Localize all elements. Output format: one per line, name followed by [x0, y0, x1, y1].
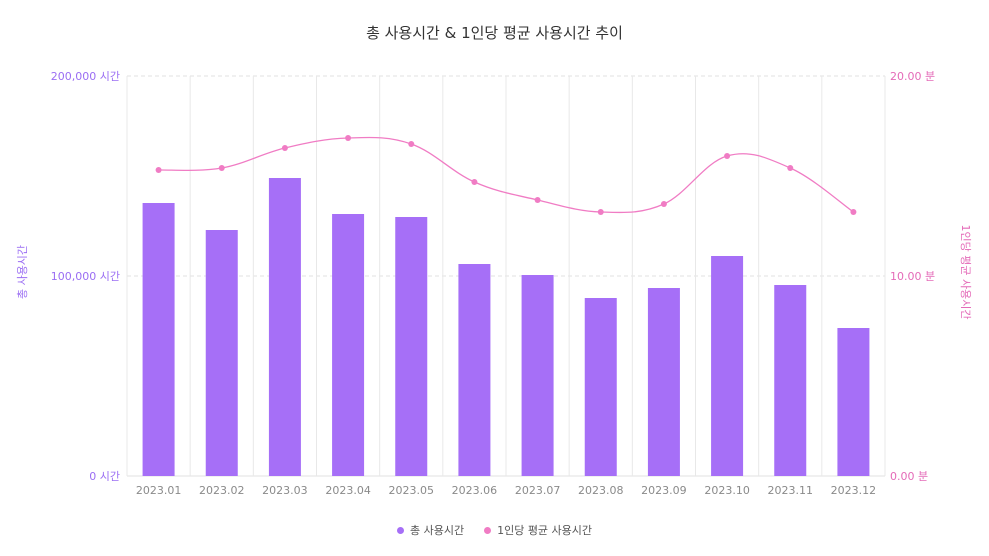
legend-item-average[interactable]: 1인당 평균 사용시간	[484, 522, 592, 538]
right-tick-label: 0.00 분	[890, 470, 928, 483]
right-axis-title: 1인당 평균 사용시간	[959, 225, 972, 320]
bar	[711, 256, 744, 476]
line-series	[155, 135, 857, 215]
x-tick-label: 2023.10	[704, 484, 750, 497]
bar	[395, 217, 428, 476]
grid-lines	[126, 75, 886, 477]
bar	[774, 285, 807, 476]
legend-dot-icon	[484, 526, 492, 534]
bar	[647, 288, 680, 476]
legend-label: 총 사용시간	[409, 524, 465, 537]
bar	[837, 328, 870, 476]
x-tick-label: 2023.01	[136, 484, 182, 497]
bar	[521, 275, 554, 476]
bar	[205, 230, 238, 476]
bar	[332, 214, 365, 476]
bar	[458, 264, 491, 476]
line-point	[471, 179, 478, 185]
line-point	[597, 209, 604, 215]
line-point	[345, 135, 352, 141]
bar	[584, 298, 617, 476]
legend-label: 1인당 평균 사용시간	[497, 524, 593, 537]
line-point	[850, 209, 857, 215]
legend: 총 사용시간 1인당 평균 사용시간	[0, 522, 989, 538]
left-tick-label: 100,000 시간	[51, 270, 120, 283]
x-tick-label: 2023.12	[831, 484, 877, 497]
x-tick-label: 2023.03	[262, 484, 308, 497]
left-tick-label: 0 시간	[89, 470, 120, 483]
line-point	[724, 153, 731, 159]
x-tick-label: 2023.02	[199, 484, 245, 497]
left-axis-title: 총 사용시간	[16, 245, 29, 299]
line-point	[281, 145, 288, 151]
axis-ticks: 0 시간 100,000 시간 200,000 시간 0.00 분 10.00 분 20.…	[51, 70, 935, 497]
right-tick-label: 10.00 분	[890, 270, 935, 283]
x-tick-label: 2023.05	[389, 484, 435, 497]
bar-series	[142, 178, 870, 476]
x-tick-label: 2023.09	[641, 484, 687, 497]
x-tick-label: 2023.08	[578, 484, 624, 497]
line-point	[155, 167, 162, 173]
right-tick-label: 20.00 분	[890, 70, 935, 83]
line-point	[787, 165, 794, 171]
x-tick-label: 2023.07	[515, 484, 561, 497]
x-tick-label: 2023.06	[452, 484, 498, 497]
line-point	[660, 201, 667, 207]
legend-dot-icon	[396, 526, 404, 534]
x-tick-label: 2023.11	[768, 484, 814, 497]
line-point	[408, 141, 415, 147]
chart-title: 총 사용시간 & 1인당 평균 사용시간 추이	[366, 24, 623, 42]
bar	[142, 203, 175, 476]
line-point	[534, 197, 541, 203]
legend-item-total[interactable]: 총 사용시간	[396, 522, 465, 538]
left-tick-label: 200,000 시간	[51, 70, 120, 83]
bar	[268, 178, 301, 476]
line-point	[218, 165, 225, 171]
x-tick-label: 2023.04	[325, 484, 371, 497]
